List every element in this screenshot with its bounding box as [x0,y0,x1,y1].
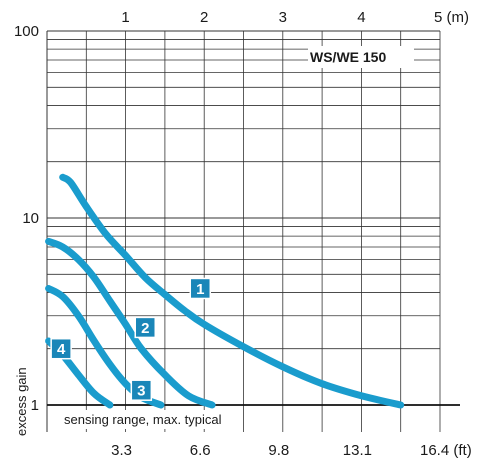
y-tick-label: 10 [22,210,39,227]
series-badge-2 [134,316,156,339]
x-bottom-tick-label: 3.3 [111,442,132,459]
x-bottom-tick-label: 6.6 [190,442,211,459]
baseline-label-background [60,410,226,429]
y-tick-label: 100 [14,23,39,40]
x-top-tick-label: 2 [200,9,208,26]
x-top-tick-label: 1 [121,9,129,26]
x-bottom-tick-label: 16.4 (ft) [420,442,472,459]
series-badge-3 [130,379,153,401]
x-bottom-tick-label: 13.1 [343,442,372,459]
series-curve-2 [45,237,216,409]
x-bottom-tick-label: 9.8 [268,442,289,459]
title-background [308,46,414,68]
series-badge-4 [50,337,72,360]
series-badge-label-4: 4 [57,341,66,358]
series-badge-label-3: 3 [137,383,145,400]
y-axis-label: excess gain [14,367,29,436]
curves [45,173,405,409]
y-tick-label: 1 [31,397,39,414]
x-top-tick-label: 5 (m) [434,9,469,26]
series-curve-1 [59,173,405,409]
series-badge-label-1: 1 [196,281,204,298]
x-top-tick-label: 4 [357,9,365,26]
chart-title: WS/WE 150 [310,49,386,65]
labels: WS/WE 150 sensing range, max. typical ex… [14,9,472,459]
series-badges: 1 2 3 4 [50,277,212,401]
axes [46,30,460,432]
baseline-label: sensing range, max. typical [64,412,222,427]
x-top-tick-label: 3 [279,9,287,26]
series-badge-label-2: 2 [141,320,149,337]
series-badge-1 [189,277,212,300]
